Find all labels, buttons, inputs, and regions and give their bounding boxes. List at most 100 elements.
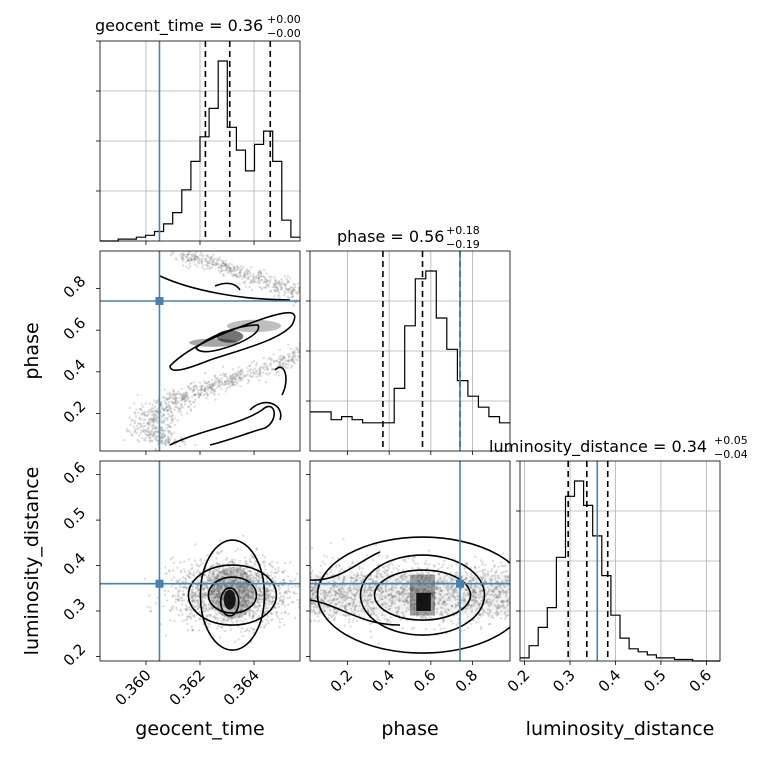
scatter-point bbox=[500, 581, 504, 584]
scatter-point bbox=[177, 406, 180, 410]
scatter-point bbox=[251, 579, 254, 582]
scatter-point bbox=[247, 379, 250, 382]
scatter-point bbox=[433, 591, 436, 595]
scatter-point bbox=[142, 412, 146, 415]
scatter-point bbox=[377, 587, 380, 590]
scatter-point bbox=[155, 416, 159, 419]
scatter-point bbox=[140, 429, 143, 432]
scatter-point bbox=[272, 282, 275, 285]
scatter-point bbox=[330, 339, 332, 341]
scatter-point bbox=[287, 280, 291, 284]
scatter-point bbox=[209, 391, 212, 394]
scatter-point bbox=[243, 272, 246, 275]
scatter-point bbox=[340, 343, 342, 345]
scatter-point bbox=[184, 577, 187, 581]
scatter-point bbox=[422, 615, 425, 618]
scatter-point bbox=[283, 591, 286, 594]
scatter-point bbox=[216, 597, 220, 600]
scatter-point bbox=[283, 356, 287, 360]
scatter-point bbox=[204, 386, 207, 389]
scatter-point bbox=[217, 586, 221, 589]
scatter-point bbox=[305, 574, 307, 576]
scatter-point bbox=[259, 365, 262, 369]
scatter-point bbox=[357, 322, 359, 324]
scatter-point bbox=[213, 615, 216, 618]
scatter-point bbox=[213, 579, 216, 582]
scatter-point bbox=[224, 569, 228, 573]
scatter-point bbox=[212, 260, 215, 263]
scatter-point bbox=[171, 252, 174, 255]
scatter-point bbox=[294, 617, 297, 620]
scatter-point bbox=[463, 578, 467, 581]
scatter-point bbox=[205, 257, 208, 260]
scatter-point bbox=[246, 382, 250, 385]
scatter-point bbox=[216, 258, 220, 261]
scatter-point bbox=[212, 571, 215, 575]
scatter-point bbox=[244, 601, 247, 605]
scatter-point bbox=[387, 608, 390, 611]
scatter-point bbox=[168, 393, 171, 396]
scatter-point bbox=[241, 590, 244, 594]
scatter-point bbox=[183, 560, 186, 563]
scatter-point bbox=[163, 407, 166, 411]
scatter-point bbox=[148, 440, 151, 443]
scatter-point bbox=[231, 573, 234, 576]
scatter-point bbox=[392, 595, 395, 598]
scatter-point bbox=[239, 566, 242, 569]
scatter-point bbox=[340, 320, 342, 322]
scatter-point bbox=[477, 616, 480, 620]
scatter-point bbox=[345, 315, 347, 317]
scatter-point bbox=[200, 261, 203, 265]
scatter-point bbox=[246, 599, 250, 602]
scatter-point bbox=[130, 434, 134, 437]
scatter-point bbox=[178, 396, 182, 400]
scatter-point bbox=[293, 355, 296, 359]
scatter-point bbox=[147, 435, 150, 438]
scatter-point bbox=[219, 589, 222, 592]
scatter-point bbox=[491, 589, 494, 593]
scatter-point bbox=[182, 257, 185, 261]
scatter-point bbox=[286, 597, 290, 600]
scatter-point bbox=[473, 590, 477, 593]
scatter-point bbox=[226, 619, 229, 622]
scatter-point bbox=[323, 338, 325, 340]
scatter-point bbox=[283, 624, 286, 627]
scatter-point bbox=[234, 377, 237, 380]
scatter-point bbox=[174, 397, 177, 400]
scatter-point bbox=[273, 288, 276, 291]
scatter-point bbox=[352, 326, 354, 328]
scatter-point bbox=[246, 627, 249, 630]
scatter-point bbox=[340, 309, 342, 311]
scatter-point bbox=[233, 607, 237, 610]
scatter-point bbox=[255, 548, 258, 551]
scatter-point bbox=[240, 608, 243, 611]
scatter-point bbox=[176, 392, 179, 395]
scatter-point bbox=[264, 591, 268, 594]
title-luminosity-distance-sup: +0.05 bbox=[714, 434, 748, 447]
scatter-point bbox=[195, 255, 199, 258]
scatter-point bbox=[168, 425, 171, 429]
scatter-point bbox=[355, 578, 359, 581]
scatter-point bbox=[156, 430, 160, 434]
scatter-point bbox=[253, 372, 257, 376]
scatter-point bbox=[456, 595, 459, 598]
scatter-point bbox=[266, 593, 269, 597]
scatter-point bbox=[191, 573, 194, 576]
scatter-point bbox=[256, 281, 260, 284]
scatter-point bbox=[437, 573, 440, 576]
scatter-point bbox=[289, 347, 293, 351]
scatter-point bbox=[257, 374, 260, 378]
scatter-point bbox=[354, 604, 358, 607]
scatter-point bbox=[248, 612, 251, 615]
scatter-point bbox=[291, 356, 294, 360]
scatter-point bbox=[344, 342, 346, 344]
scatter-point bbox=[289, 291, 292, 294]
scatter-point bbox=[486, 608, 490, 611]
scatter-point bbox=[166, 409, 169, 413]
scatter-point bbox=[441, 618, 445, 621]
scatter-point bbox=[164, 438, 168, 441]
scatter-point bbox=[384, 590, 388, 593]
scatter-point bbox=[192, 381, 196, 384]
scatter-point bbox=[440, 565, 443, 569]
scatter-point bbox=[179, 402, 182, 406]
